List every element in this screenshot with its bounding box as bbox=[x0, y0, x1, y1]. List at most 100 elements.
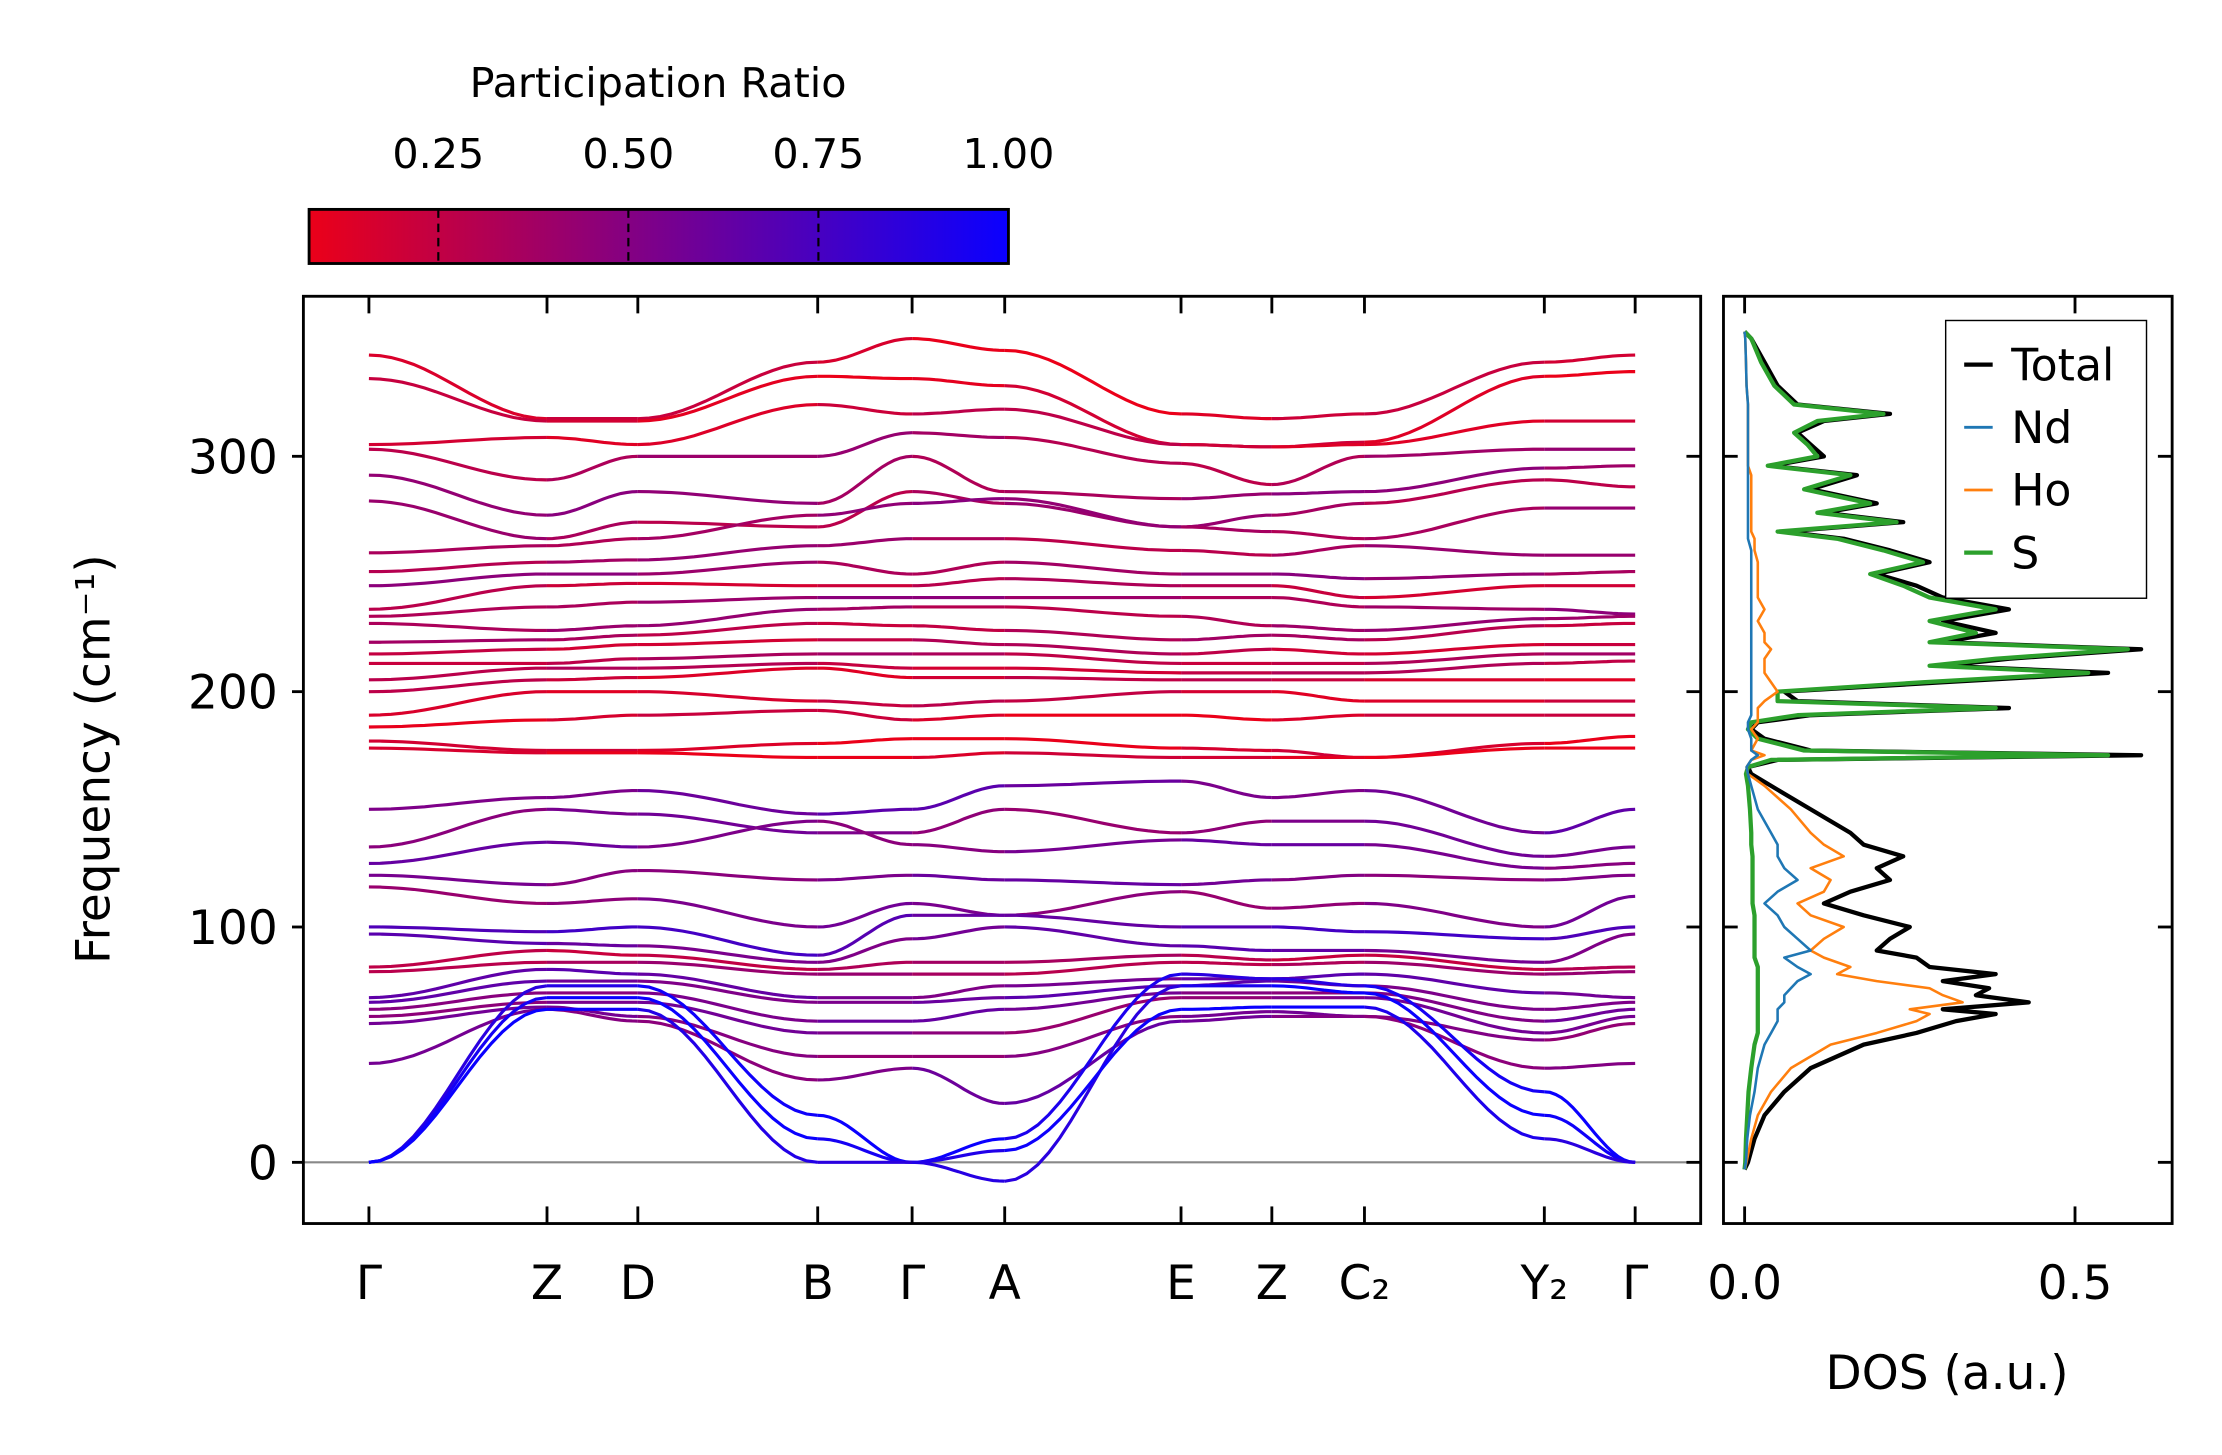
band-segment bbox=[1004, 1014, 1182, 1059]
band-segment bbox=[912, 807, 1005, 835]
band-segment bbox=[637, 819, 818, 849]
y-tick-label: 0 bbox=[248, 1136, 278, 1191]
band-segment bbox=[637, 869, 818, 882]
band-segment bbox=[637, 690, 818, 703]
band-segment bbox=[637, 953, 818, 971]
band-segment bbox=[1004, 878, 1182, 887]
band-segment bbox=[1004, 676, 1182, 682]
band-segment bbox=[817, 737, 913, 745]
band-segment bbox=[546, 633, 638, 642]
band-segment bbox=[817, 337, 913, 364]
band-segment bbox=[1544, 970, 1636, 976]
band-segment bbox=[637, 666, 818, 680]
band-segment bbox=[1004, 537, 1182, 552]
band-segment bbox=[1181, 647, 1272, 656]
band-segment bbox=[1364, 960, 1545, 976]
band-segment bbox=[546, 624, 638, 632]
band-segment bbox=[1271, 901, 1365, 910]
band-segment bbox=[368, 666, 547, 682]
band-segment bbox=[1544, 1014, 1636, 1035]
band-segment bbox=[637, 661, 818, 670]
k-point-label: Z bbox=[531, 1256, 563, 1311]
band-segment bbox=[912, 699, 1005, 708]
band-segment bbox=[368, 718, 547, 729]
band-segment bbox=[1364, 741, 1545, 760]
band-segment bbox=[1181, 713, 1272, 722]
dos-axes-frame bbox=[1722, 294, 2174, 1225]
band-segment bbox=[1544, 925, 1636, 941]
band-segment bbox=[1544, 894, 1636, 929]
band-segment bbox=[637, 925, 818, 957]
band-segment bbox=[1271, 442, 1365, 449]
band-segment bbox=[1544, 621, 1636, 628]
legend-label: Total bbox=[2010, 340, 2114, 391]
band-segment bbox=[1364, 972, 1545, 995]
band-segment bbox=[368, 739, 547, 753]
band-segment bbox=[1544, 1007, 1636, 1023]
band-segment bbox=[1271, 530, 1365, 541]
band-segment bbox=[368, 473, 548, 517]
band-segment bbox=[368, 584, 547, 611]
band-segment bbox=[817, 819, 913, 847]
k-point-label: E bbox=[1166, 1256, 1196, 1311]
band-segment bbox=[1004, 779, 1182, 788]
band-segment bbox=[912, 901, 1005, 917]
band-segment bbox=[368, 647, 547, 656]
band-segment bbox=[1544, 353, 1636, 364]
band-segment bbox=[1271, 633, 1365, 642]
band-segment bbox=[1004, 960, 1182, 976]
band-segment bbox=[1364, 419, 1545, 447]
band-segment bbox=[1364, 746, 1545, 760]
band-segment bbox=[546, 807, 638, 816]
band-segment bbox=[368, 925, 547, 934]
band-segment bbox=[546, 520, 638, 541]
band-segment bbox=[1271, 925, 1365, 934]
band-segment bbox=[637, 741, 818, 753]
band-segment bbox=[368, 932, 547, 946]
band-segment bbox=[1271, 584, 1365, 600]
band-segment bbox=[637, 897, 818, 929]
band-segment bbox=[368, 1000, 547, 1018]
band-segment bbox=[1004, 913, 1182, 929]
band-segment bbox=[912, 925, 1005, 941]
band-segment bbox=[912, 873, 1005, 882]
band-segment bbox=[637, 788, 818, 816]
colorbar-tick-label: 0.25 bbox=[392, 130, 484, 178]
band-segment bbox=[637, 544, 818, 562]
legend-item-total: Total bbox=[1964, 340, 2114, 391]
band-segment bbox=[368, 377, 548, 423]
band-segment bbox=[637, 489, 818, 505]
band-segment bbox=[912, 843, 1005, 854]
band-segment bbox=[912, 431, 1005, 439]
colorbar-tick-label: 0.75 bbox=[772, 130, 864, 178]
band-segment bbox=[637, 944, 818, 964]
band-segment bbox=[546, 558, 638, 564]
band-segment bbox=[1364, 617, 1545, 632]
k-point-label: Γ bbox=[1622, 1256, 1648, 1311]
band-segment bbox=[1271, 501, 1365, 517]
band-segment bbox=[817, 960, 913, 971]
band-segment bbox=[1271, 690, 1365, 703]
band-segment bbox=[912, 1160, 1005, 1183]
band-segment bbox=[1181, 548, 1272, 557]
band-segment bbox=[912, 1066, 1005, 1106]
band-segment bbox=[1004, 996, 1182, 1035]
colorbar-gradient bbox=[307, 207, 1010, 265]
legend-label: Nd bbox=[2011, 403, 2072, 454]
band-segment bbox=[368, 353, 548, 421]
band-segment bbox=[1004, 407, 1182, 447]
band-segment bbox=[817, 873, 913, 882]
band-segment bbox=[368, 795, 547, 811]
band-segment bbox=[546, 642, 638, 651]
band-segment bbox=[546, 925, 638, 934]
band-segment bbox=[1544, 464, 1636, 470]
band-segment bbox=[546, 897, 638, 906]
band-segment bbox=[368, 960, 547, 974]
legend-label: S bbox=[2011, 528, 2039, 579]
y-tick-label: 100 bbox=[188, 901, 278, 956]
band-segment bbox=[817, 560, 913, 576]
band-segment bbox=[637, 560, 818, 576]
colorbar-tick-label: 1.00 bbox=[962, 130, 1054, 178]
band-segment bbox=[1004, 642, 1182, 656]
band-segment bbox=[1364, 901, 1545, 929]
